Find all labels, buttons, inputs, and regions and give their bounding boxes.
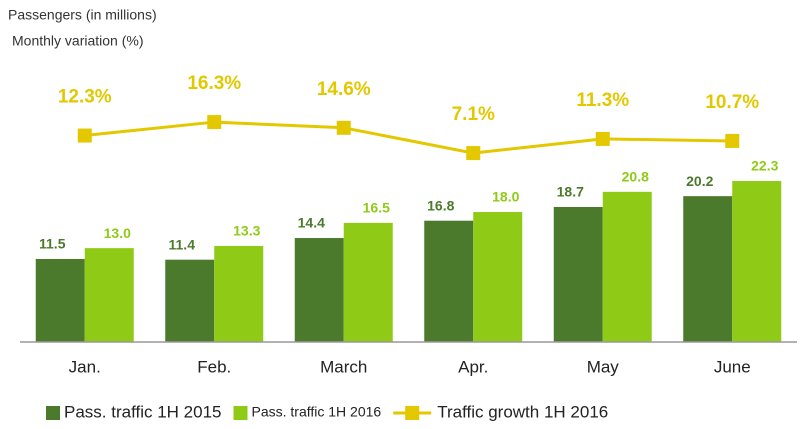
- bar: [35, 258, 85, 342]
- x-tick-label: May: [587, 357, 620, 376]
- data-label: 13.3: [233, 223, 260, 239]
- x-tick-label: June: [714, 357, 751, 376]
- data-label: 18.0: [492, 189, 519, 205]
- bar: [294, 238, 344, 342]
- marker: [77, 128, 92, 143]
- bar: [214, 245, 264, 342]
- bar: [165, 259, 215, 342]
- data-label: 11.5: [39, 236, 66, 252]
- data-label: 14.4: [298, 215, 325, 231]
- marker: [595, 131, 610, 146]
- data-label: 10.7%: [705, 92, 759, 113]
- data-label: 18.7: [557, 184, 584, 200]
- marker: [725, 133, 740, 148]
- data-label: 22.3: [751, 158, 778, 174]
- data-label: 14.6%: [317, 79, 371, 100]
- bar: [553, 206, 603, 342]
- data-label: 12.3%: [58, 87, 112, 108]
- data-label: 11.3%: [576, 90, 629, 111]
- legend-swatch: [405, 406, 420, 420]
- data-label: 13.0: [104, 225, 131, 241]
- marker: [207, 115, 222, 130]
- bar: [683, 196, 733, 342]
- x-tick-label: Jan.: [69, 357, 101, 376]
- data-label: 16.8: [427, 197, 454, 213]
- bar: [732, 180, 782, 342]
- data-label: 20.2: [686, 173, 713, 189]
- data-label: 16.3%: [187, 73, 241, 94]
- legend-label: Pass. traffic 1H 2015: [64, 402, 222, 421]
- bar: [473, 212, 523, 342]
- bar: [343, 222, 393, 342]
- legend-label: Pass. traffic 1H 2016: [252, 404, 382, 420]
- data-label: 20.8: [622, 169, 649, 185]
- x-tick-label: Feb.: [197, 357, 231, 376]
- marker: [466, 146, 481, 161]
- legend-swatch: [46, 406, 60, 420]
- data-label: 7.1%: [452, 104, 495, 125]
- bar: [84, 248, 134, 342]
- bar: [602, 191, 652, 342]
- marker: [336, 120, 351, 135]
- legend-label: Traffic growth 1H 2016: [437, 402, 608, 421]
- x-tick-label: March: [320, 357, 367, 376]
- x-tick-label: Apr.: [458, 357, 488, 376]
- line: [84, 120, 733, 155]
- data-label: 11.4: [169, 236, 196, 252]
- bar: [424, 220, 474, 342]
- data-label: 16.5: [363, 200, 390, 216]
- legend-swatch: [233, 406, 248, 420]
- subtitle: Monthly variation (%): [12, 33, 144, 49]
- subtitle: Passengers (in millions): [8, 7, 157, 23]
